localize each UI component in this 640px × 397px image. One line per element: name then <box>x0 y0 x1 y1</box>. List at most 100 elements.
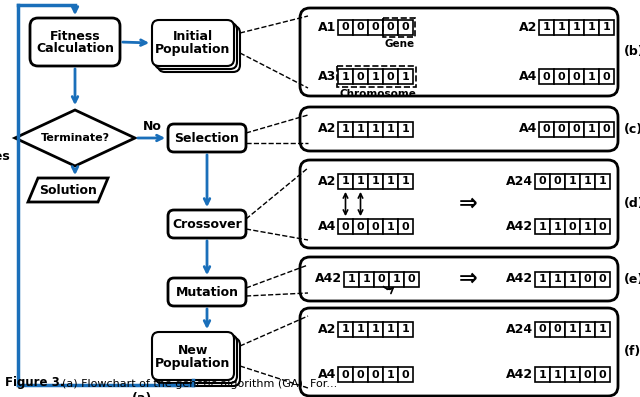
Bar <box>599 69 614 84</box>
Bar <box>535 322 550 337</box>
Bar <box>383 121 398 137</box>
Text: A2: A2 <box>317 323 336 336</box>
Text: 1: 1 <box>372 324 380 335</box>
Bar <box>584 20 599 35</box>
FancyBboxPatch shape <box>300 160 618 248</box>
Text: A4: A4 <box>317 220 336 233</box>
Text: 0: 0 <box>603 71 611 81</box>
Text: 0: 0 <box>573 71 580 81</box>
Bar <box>338 219 353 234</box>
Text: 0: 0 <box>539 324 547 335</box>
Text: A2: A2 <box>317 123 336 135</box>
Bar <box>398 367 413 382</box>
Text: 1: 1 <box>543 23 550 33</box>
Text: 0: 0 <box>387 71 394 81</box>
Text: 0: 0 <box>557 124 565 134</box>
Text: 1: 1 <box>402 177 410 187</box>
Bar <box>383 367 398 382</box>
Text: 1: 1 <box>573 23 580 33</box>
Polygon shape <box>28 178 108 202</box>
FancyBboxPatch shape <box>300 107 618 151</box>
Text: 1: 1 <box>363 274 371 284</box>
Text: ⇒: ⇒ <box>459 269 477 289</box>
Text: A2: A2 <box>317 175 336 188</box>
Text: 0: 0 <box>554 324 561 335</box>
Bar <box>368 174 383 189</box>
Text: (a): (a) <box>132 392 152 397</box>
Text: 1: 1 <box>402 324 410 335</box>
FancyBboxPatch shape <box>152 332 234 380</box>
Bar <box>535 367 550 382</box>
Text: 1: 1 <box>387 370 394 380</box>
Text: 0: 0 <box>557 71 565 81</box>
Bar <box>539 69 554 84</box>
Text: ⇒: ⇒ <box>459 194 477 214</box>
Text: 0: 0 <box>402 23 410 33</box>
Text: 0: 0 <box>342 222 349 231</box>
Bar <box>368 367 383 382</box>
Text: 0: 0 <box>573 124 580 134</box>
Text: 0: 0 <box>598 222 606 231</box>
FancyBboxPatch shape <box>300 257 618 301</box>
Text: A42: A42 <box>506 272 533 285</box>
Bar <box>374 272 389 287</box>
FancyBboxPatch shape <box>168 124 246 152</box>
Bar <box>338 69 353 84</box>
Bar <box>338 20 353 35</box>
Text: 1: 1 <box>568 274 577 284</box>
Bar <box>550 174 565 189</box>
Text: 1: 1 <box>402 71 410 81</box>
Bar <box>353 121 368 137</box>
Bar <box>368 121 383 137</box>
Bar <box>398 121 413 137</box>
Text: (b): (b) <box>624 46 640 58</box>
Bar <box>539 121 554 137</box>
Bar <box>565 367 580 382</box>
Text: 1: 1 <box>342 71 349 81</box>
Polygon shape <box>15 110 135 166</box>
Bar <box>580 174 595 189</box>
Bar <box>338 174 353 189</box>
Text: 1: 1 <box>598 177 606 187</box>
Bar <box>550 322 565 337</box>
Bar <box>565 174 580 189</box>
Text: 1: 1 <box>372 71 380 81</box>
Bar <box>368 69 383 84</box>
Text: 0: 0 <box>584 370 591 380</box>
Text: (c): (c) <box>624 123 640 135</box>
Text: Population: Population <box>156 357 230 370</box>
Text: (d): (d) <box>624 197 640 210</box>
Text: Initial: Initial <box>173 31 213 44</box>
Bar <box>383 18 415 37</box>
Bar <box>584 69 599 84</box>
Text: 0: 0 <box>356 23 364 33</box>
Text: 0: 0 <box>598 370 606 380</box>
Text: A42: A42 <box>506 220 533 233</box>
Text: (a) Flowchart of the genetic algorithm (GA). For...: (a) Flowchart of the genetic algorithm (… <box>62 379 337 389</box>
Text: 1: 1 <box>588 71 595 81</box>
Text: 0: 0 <box>378 274 385 284</box>
Text: No: No <box>143 120 162 133</box>
Bar <box>580 272 595 287</box>
Text: 0: 0 <box>342 370 349 380</box>
Bar <box>580 219 595 234</box>
Text: 1: 1 <box>392 274 401 284</box>
Bar <box>353 219 368 234</box>
Text: A2: A2 <box>518 21 537 34</box>
Text: Terminate?: Terminate? <box>40 133 109 143</box>
Text: 0: 0 <box>603 124 611 134</box>
Bar <box>595 272 610 287</box>
Bar <box>398 219 413 234</box>
Text: 0: 0 <box>372 370 380 380</box>
Bar <box>535 219 550 234</box>
FancyBboxPatch shape <box>300 308 618 396</box>
Text: 1: 1 <box>554 274 561 284</box>
Bar <box>595 219 610 234</box>
Text: 1: 1 <box>387 124 394 134</box>
FancyBboxPatch shape <box>168 210 246 238</box>
Text: 0: 0 <box>356 71 364 81</box>
Text: 1: 1 <box>588 124 595 134</box>
Bar <box>359 272 374 287</box>
Text: 0: 0 <box>356 370 364 380</box>
Text: 1: 1 <box>554 222 561 231</box>
